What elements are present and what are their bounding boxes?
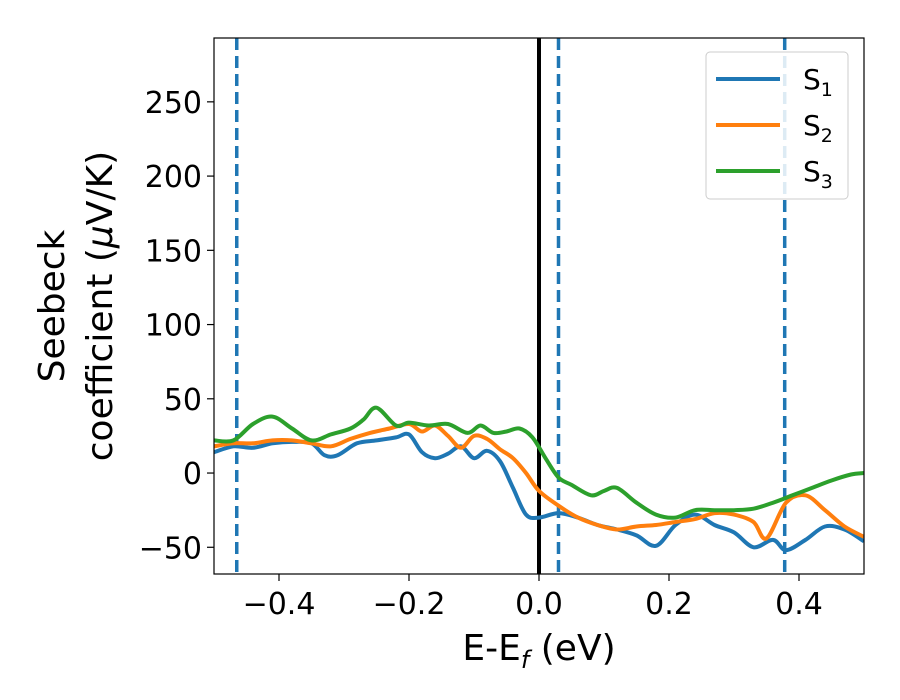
legend-label-s3: S3: [803, 155, 833, 193]
y-tick-label: 0: [183, 457, 202, 492]
legend: S1 S2 S3: [705, 51, 849, 200]
y-tick-label: 200: [145, 160, 202, 195]
series-lines: [214, 405, 864, 553]
y-tick-label: 50: [164, 383, 202, 418]
series-line-s3: [214, 405, 864, 520]
y-tick-label: 100: [145, 309, 202, 344]
x-axis-ticks: −0.4 −0.2 0.0 0.2 0.4: [243, 574, 823, 622]
y-axis-title-line1: Seebeck: [32, 229, 73, 382]
reference-lines: [235, 38, 787, 574]
y-axis-ticks: −50 0 50 100 150 200 250: [139, 86, 214, 566]
legend-label-s2: S2: [803, 109, 833, 147]
y-tick-label: −50: [139, 531, 202, 566]
x-tick-label: 0.2: [645, 587, 693, 622]
x-axis-title: E-Ef (eV): [462, 628, 615, 674]
x-tick-label: 0.4: [775, 587, 823, 622]
legend-label-s1: S1: [803, 63, 833, 101]
y-tick-label: 150: [145, 234, 202, 269]
y-axis-title-line2: coefficient (μV/K): [80, 151, 121, 461]
y-tick-label: 250: [145, 86, 202, 121]
x-tick-label: −0.4: [243, 587, 316, 622]
series-line-s2: [214, 421, 864, 541]
series-line-s1: [214, 431, 864, 553]
x-tick-label: 0.0: [515, 587, 563, 622]
x-tick-label: −0.2: [373, 587, 446, 622]
